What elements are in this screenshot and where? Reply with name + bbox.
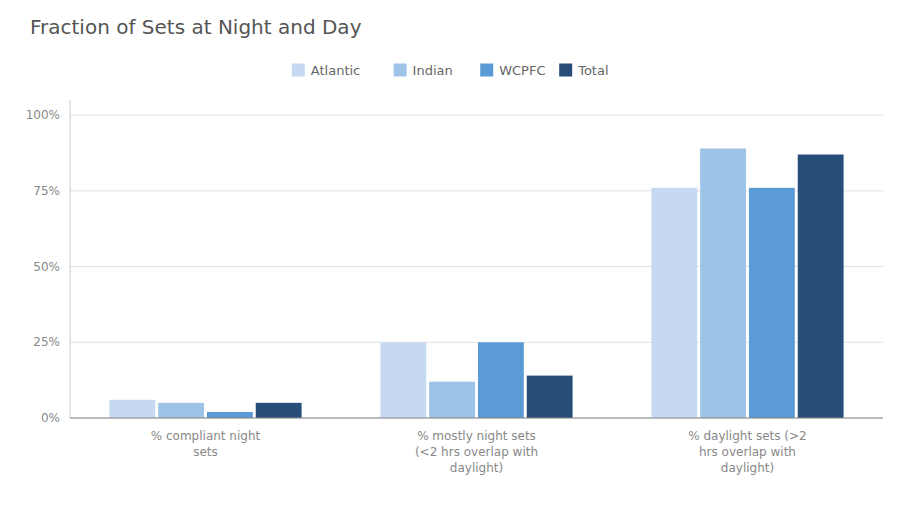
y-axis: 0% 25% 50% 75% 100%: [26, 100, 883, 425]
x-axis-line: [70, 418, 883, 419]
bar: [109, 400, 155, 418]
legend-swatch: [292, 64, 305, 77]
bar: [478, 342, 524, 418]
grid-line: [70, 115, 883, 116]
y-tick-label: 25%: [33, 335, 60, 349]
legend-item: Indian: [394, 63, 453, 78]
legend-label: Atlantic: [311, 63, 360, 78]
bar: [527, 376, 573, 418]
legend-item: Atlantic: [292, 63, 360, 78]
legend-label: Indian: [413, 63, 453, 78]
x-tick-label: % mostly night sets(<2 hrs overlap withd…: [415, 429, 538, 475]
legend-item: Total: [559, 63, 608, 78]
bar: [256, 403, 302, 418]
legend-swatch: [559, 64, 572, 77]
y-tick-label: 100%: [26, 108, 60, 122]
legend-label: Total: [577, 63, 608, 78]
x-axis: % compliant nightsets % mostly night sets…: [151, 429, 807, 475]
bar: [651, 188, 697, 418]
bar: [158, 403, 204, 418]
bar: [798, 155, 844, 418]
legend-swatch: [480, 64, 493, 77]
legend: Atlantic Indian WCPFC Total: [292, 63, 609, 78]
y-tick-label: 50%: [33, 260, 60, 274]
bar: [700, 148, 746, 418]
bar: [207, 412, 253, 418]
legend-label: WCPFC: [499, 63, 545, 78]
chart-svg: Fraction of Sets at Night and Day Atlanti…: [0, 0, 908, 520]
y-tick-label: 0%: [41, 411, 60, 425]
x-tick-label: % compliant nightsets: [151, 429, 261, 459]
bar: [380, 342, 426, 418]
bar: [429, 382, 475, 418]
y-tick-label: 75%: [33, 184, 60, 198]
x-tick-label: % daylight sets (>2hrs overlap withdayli…: [688, 429, 806, 475]
grid-line: [70, 418, 883, 419]
bar: [749, 188, 795, 418]
title: Fraction of Sets at Night and Day: [30, 15, 362, 39]
bars: [109, 148, 843, 418]
chart-container: Fraction of Sets at Night and Day Atlanti…: [0, 0, 908, 520]
y-axis-line: [70, 100, 71, 418]
legend-swatch: [394, 64, 407, 77]
legend-item: WCPFC: [480, 63, 545, 78]
